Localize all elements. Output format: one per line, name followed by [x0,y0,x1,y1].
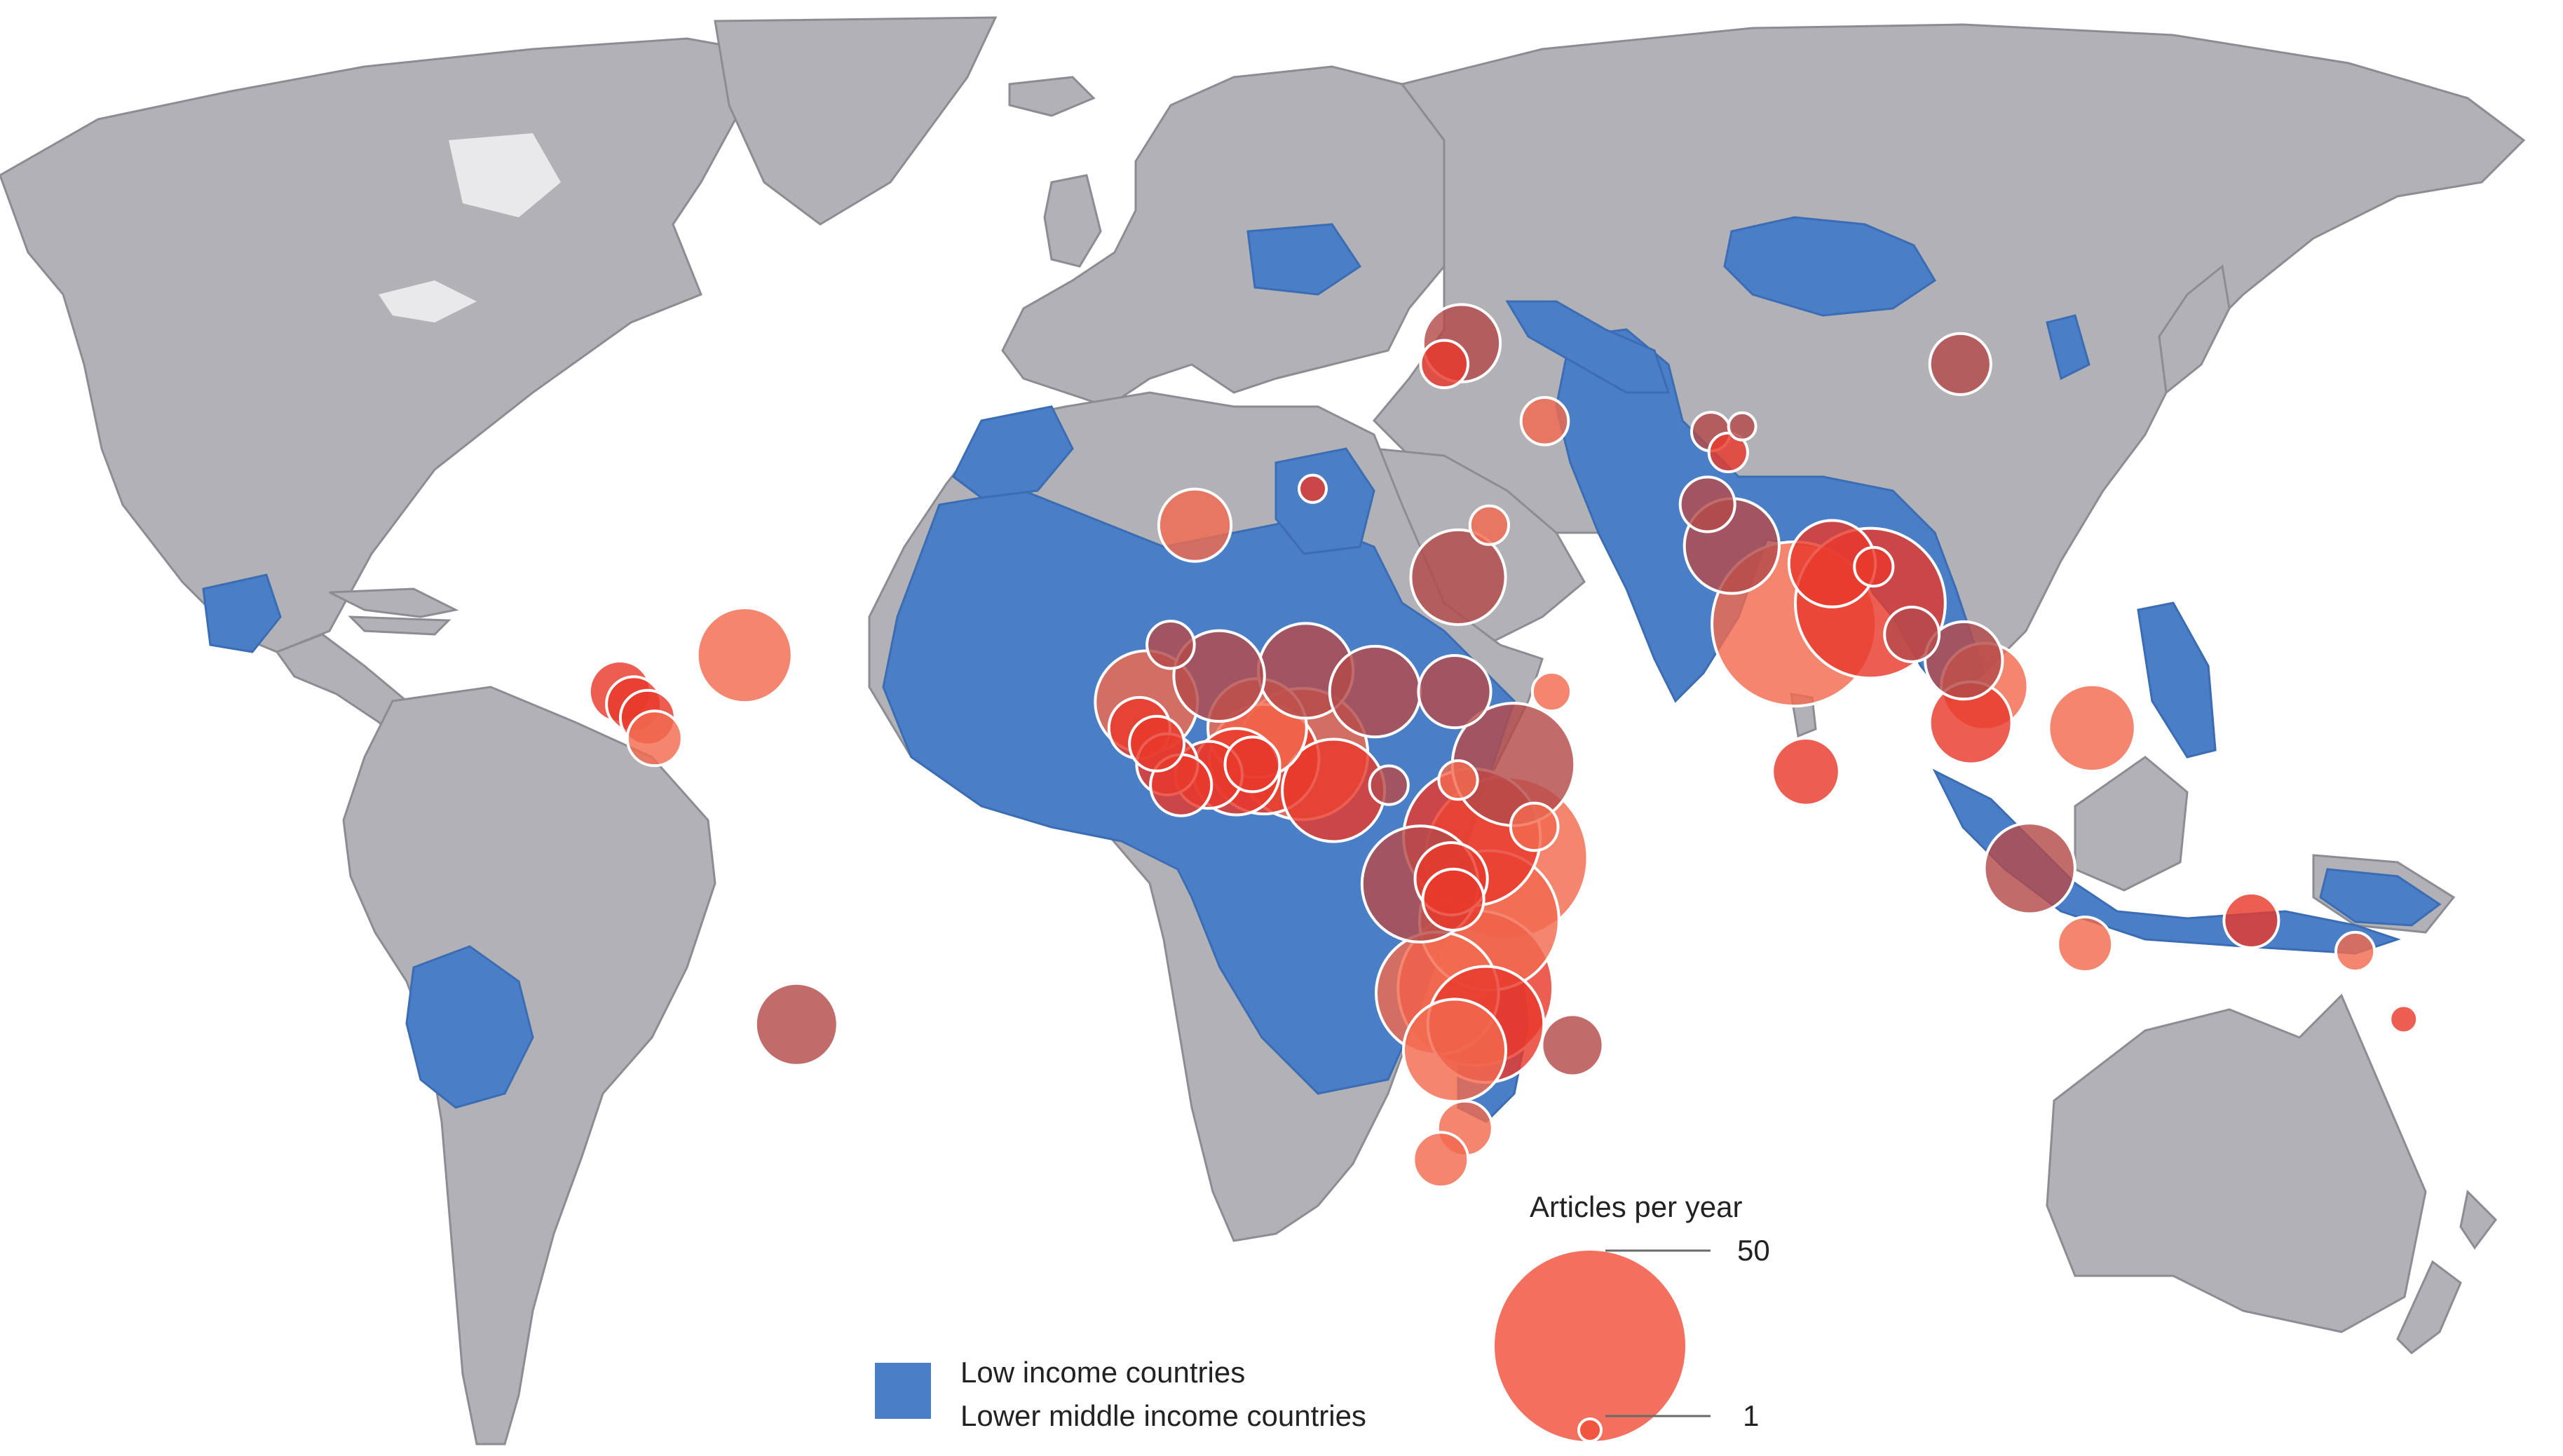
article-bubble-33 [1417,654,1493,730]
article-bubble-18 [1409,528,1507,627]
article-bubble-67 [1298,473,1328,504]
size-legend-min-circle [1577,1417,1603,1443]
mongolia-income-region [1723,216,1937,317]
article-bubble-66 [1437,759,1479,801]
australia-landmass [2046,993,2427,1333]
article-bubble-65 [1368,764,1410,806]
article-bubble-55 [1519,396,1570,447]
japan-landmass [2158,264,2231,395]
ukraine-lower-middle-region [1246,223,1362,296]
article-bubble-63 [2334,930,2377,973]
article-bubble-26 [2047,683,2137,773]
papua-income-region [2319,868,2442,927]
article-bubble-69 [2388,1004,2419,1035]
lake-layer [379,133,561,322]
article-bubble-59 [1468,504,1510,546]
article-bubble-17 [695,606,794,705]
bolivia-lower-middle-region [405,945,534,1109]
article-bubble-32 [1157,487,1233,563]
central-asia-income-region [1505,300,1671,394]
article-bubble-61 [1707,431,1749,474]
article-bubble-31 [1924,620,2004,701]
low-income-swatch [875,1363,931,1419]
article-bubble-35 [1771,737,1841,807]
size-legend-min-label: 1 [1743,1399,1759,1432]
article-bubble-64 [1530,671,1572,713]
iceland-landmass [1008,76,1096,117]
article-bubble-51 [1128,714,1186,773]
article-bubble-52 [1223,735,1282,794]
low-income-label: Low income countries [960,1356,1245,1389]
size-legend-max-circle [1492,1248,1688,1444]
north-korea-low-income-region [2046,314,2090,381]
article-bubble-49 [2056,916,2114,974]
north-america-landmass [0,37,787,653]
hudson-bay [449,133,561,217]
borneo-landmass [2074,756,2189,892]
article-bubble-46 [625,709,684,768]
size-legend: Articles per year 50 1 [1492,1190,1770,1444]
south-america-landmass [342,686,716,1445]
philippines-income-region [2137,601,2217,758]
article-bubble-22 [1172,629,1266,723]
new-zealand-landmass [2396,1189,2497,1354]
greenland-landmass [714,16,998,226]
caribbean-islands [329,587,459,636]
article-bubble-15 [1402,998,1507,1103]
article-bubble-50 [2222,892,2280,949]
article-bubble-layer [587,303,2419,1189]
income-legend: Low income countries Lower middle income… [875,1356,1366,1432]
article-bubble-62 [1853,545,1895,588]
article-bubble-42 [1421,867,1486,932]
article-bubble-58 [1509,801,1560,852]
article-bubble-38 [1928,332,1992,396]
article-bubble-57 [1145,620,1196,670]
article-bubble-54 [1412,1131,1470,1189]
article-bubble-23 [1328,644,1422,739]
article-bubble-28 [754,981,839,1067]
article-bubble-68 [1727,411,1758,442]
british-isles-landmass [1043,174,1102,268]
article-bubble-48 [1883,606,1941,663]
size-legend-max-label: 50 [1737,1234,1770,1267]
size-legend-title: Articles per year [1530,1190,1742,1223]
article-bubble-21 [1983,822,2076,916]
lower-middle-income-label: Lower middle income countries [960,1399,1366,1432]
north-africa-lower-middle-region [952,405,1375,555]
central-america-income-region [202,573,282,653]
article-bubble-56 [1419,339,1469,390]
great-lakes [379,280,477,322]
article-bubble-47 [1678,475,1736,533]
article-bubble-43 [1540,1013,1605,1077]
